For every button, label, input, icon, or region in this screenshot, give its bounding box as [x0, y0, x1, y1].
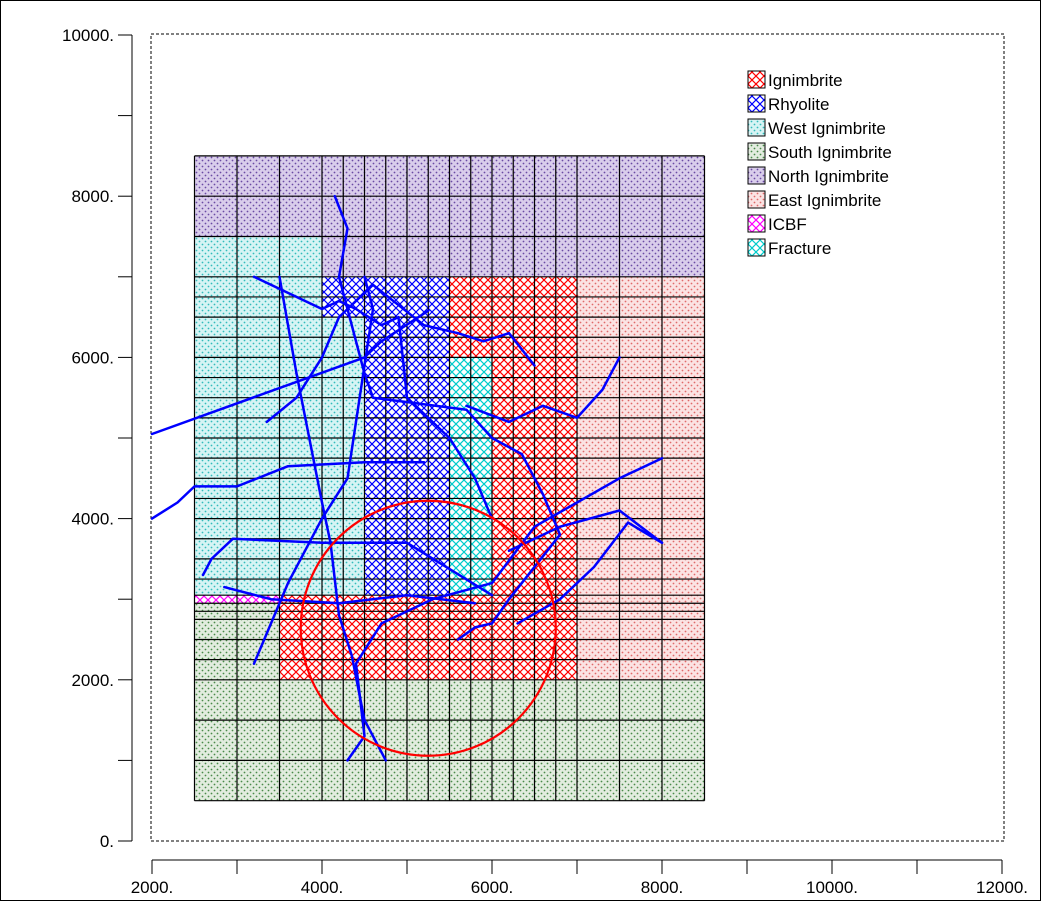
- legend-label-fracture: Fracture: [768, 239, 831, 258]
- plot-area-border: [150, 33, 1005, 842]
- fracture-line: [150, 309, 430, 436]
- model-circle: [299, 499, 557, 757]
- circle-layer: [299, 499, 557, 757]
- y-tick-label: 0.: [100, 832, 114, 851]
- fracture-line: [201, 537, 494, 597]
- x-tick-label: 10000.: [806, 878, 858, 897]
- x-tick-label: 8000.: [641, 878, 684, 897]
- fracture-line: [252, 275, 375, 665]
- legend-swatch-east-ignimbrite: [747, 190, 766, 209]
- legend-label-ignimbrite: Ignimbrite: [768, 71, 843, 90]
- fracture-line: [465, 356, 621, 424]
- fracture-layer: [150, 194, 664, 762]
- legend-swatch-south-ignimbrite: [747, 142, 766, 161]
- legend-label-east-ignimbrite: East Ignimbrite: [768, 191, 881, 210]
- y-tick-label: 10000.: [62, 26, 114, 45]
- x-tick-label: 12000.: [976, 878, 1028, 897]
- x-tick-label: 4000.: [301, 878, 344, 897]
- legend-swatch-rhyolite: [747, 94, 766, 113]
- axes-layer: 0. 2000. 4000. 6000. 8000. 10000. 2000. 4000. 60…: [62, 26, 1028, 897]
- legend: Ignimbrite Rhyolite West Ignimbrite South I…: [747, 70, 892, 258]
- grid-layer: [193, 155, 706, 802]
- fracture-line: [150, 460, 426, 520]
- legend-label-south-ignimbrite: South Ignimbrite: [768, 143, 892, 162]
- fracture-line: [516, 521, 664, 625]
- legend-swatch-west-ignimbrite: [747, 118, 766, 137]
- legend-swatch-ignimbrite: [747, 70, 766, 89]
- fracture-line: [333, 194, 562, 641]
- zone-west-ignimbrite: [194, 276, 322, 596]
- fracture-line: [252, 275, 494, 520]
- fracture-line: [265, 283, 536, 424]
- legend-label-icbf: ICBF: [768, 215, 807, 234]
- y-tick-label: 8000.: [71, 187, 114, 206]
- legend-label-rhyolite: Rhyolite: [768, 95, 829, 114]
- legend-label-north-ignimbrite: North Ignimbrite: [768, 167, 889, 186]
- y-tick-label: 6000.: [71, 348, 114, 367]
- fracture-line: [223, 585, 477, 605]
- legend-swatch-north-ignimbrite: [747, 166, 766, 185]
- legend-label-west-ignimbrite: West Ignimbrite: [768, 119, 886, 138]
- zone-west-ignimbrite: [194, 236, 322, 277]
- x-tick-label: 6000.: [471, 878, 514, 897]
- legend-swatch-fracture: [747, 238, 766, 257]
- fracture-line: [346, 456, 664, 762]
- y-tick-label: 2000.: [71, 671, 114, 690]
- fracture-line: [507, 509, 664, 553]
- y-tick-label: 4000.: [71, 510, 114, 529]
- legend-swatch-icbf: [747, 214, 766, 233]
- x-tick-label: 2000.: [131, 878, 174, 897]
